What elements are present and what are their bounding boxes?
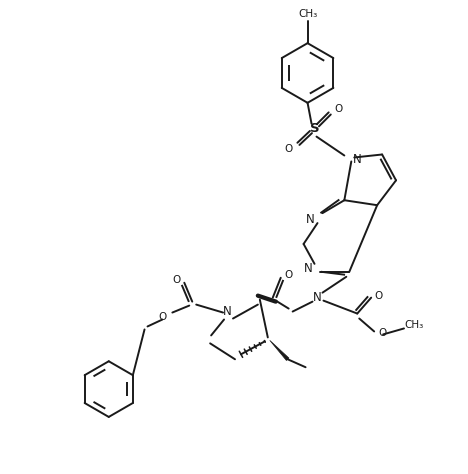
Text: N: N: [306, 213, 315, 226]
Text: CH₃: CH₃: [404, 320, 424, 330]
Text: N: N: [223, 305, 231, 318]
Text: O: O: [158, 311, 167, 321]
Text: N: N: [353, 153, 362, 166]
Text: O: O: [285, 144, 293, 154]
Text: O: O: [285, 270, 293, 280]
Text: S: S: [310, 122, 319, 135]
Text: N: N: [304, 262, 313, 275]
Text: O: O: [374, 291, 382, 301]
Text: O: O: [378, 328, 386, 338]
Text: O: O: [334, 104, 343, 114]
Text: N: N: [313, 291, 322, 304]
Text: CH₃: CH₃: [298, 9, 317, 19]
Text: O: O: [172, 275, 181, 285]
Polygon shape: [270, 340, 289, 360]
